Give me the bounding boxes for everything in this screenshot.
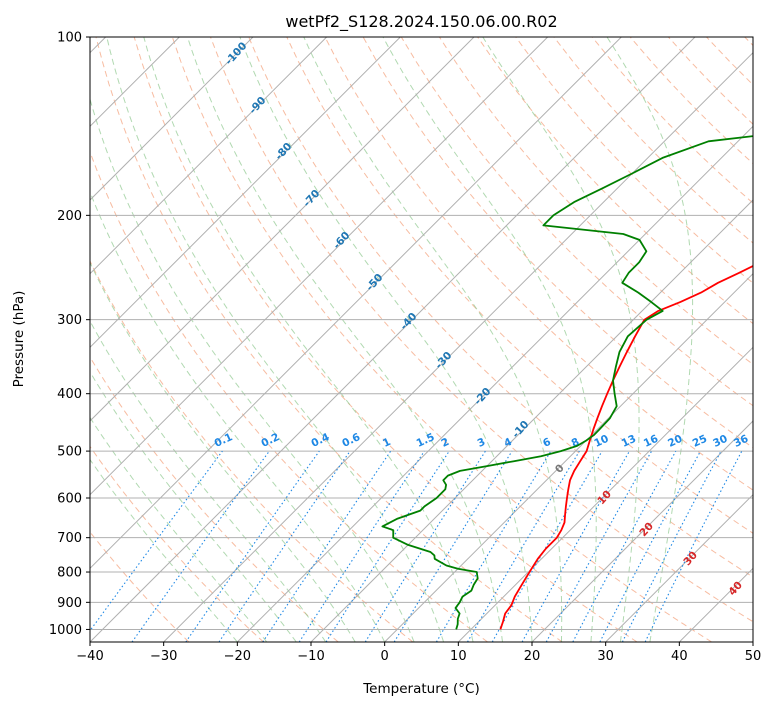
moist-adiabat bbox=[90, 416, 268, 642]
mixing-ratio-label: 10 bbox=[592, 433, 610, 450]
moist-adiabat bbox=[106, 37, 445, 642]
dry-adiabat bbox=[286, 37, 753, 534]
isotherm bbox=[90, 37, 696, 642]
mixing-ratio-label: 13 bbox=[620, 433, 638, 450]
isotherm bbox=[605, 493, 753, 642]
chart-title: wetPf2_S128.2024.150.06.00.R02 bbox=[285, 12, 557, 32]
x-tick-label: 40 bbox=[671, 649, 688, 664]
dry-adiabat bbox=[90, 356, 339, 642]
moist-adiabat bbox=[90, 370, 297, 642]
y-tick-label: 700 bbox=[57, 531, 82, 546]
moist-adiabat bbox=[606, 37, 694, 642]
moist-adiabat bbox=[90, 261, 356, 642]
y-axis-label: Pressure (hPa) bbox=[11, 291, 27, 388]
mixing-ratio-line bbox=[393, 450, 513, 642]
y-tick-label: 400 bbox=[57, 387, 82, 402]
y-tick-label: 600 bbox=[57, 492, 82, 507]
isotherm bbox=[90, 37, 328, 275]
dry-adiabat bbox=[210, 37, 753, 623]
dry-adiabat bbox=[95, 37, 563, 642]
dry-adiabat bbox=[171, 37, 712, 642]
mixing-ratio-label: 30 bbox=[711, 433, 729, 450]
x-tick-label: 0 bbox=[381, 649, 389, 664]
moist-adiabat bbox=[187, 37, 503, 642]
mixing-ratio-label: 16 bbox=[642, 433, 660, 450]
x-axis-ticks: −40 −30 −20 −10 0 10 20 30 40 50 bbox=[76, 642, 761, 664]
mixing-ratio-line bbox=[298, 450, 425, 642]
mixing-ratio-line bbox=[218, 450, 351, 642]
isotherm bbox=[384, 272, 753, 642]
isotherm bbox=[163, 51, 753, 642]
plot-frame bbox=[89, 36, 754, 643]
mixing-ratio-line bbox=[90, 450, 223, 632]
x-tick-label: 10 bbox=[450, 649, 467, 664]
moist-adiabat bbox=[90, 190, 386, 642]
dry-adiabat bbox=[133, 37, 638, 642]
isotherm bbox=[457, 346, 753, 642]
x-tick-label: 20 bbox=[524, 649, 541, 664]
y-tick-label: 200 bbox=[57, 209, 82, 224]
y-tick-label: 100 bbox=[57, 31, 82, 46]
temperature-line bbox=[499, 265, 753, 630]
moist-adiabat bbox=[90, 320, 327, 642]
moist-adiabat bbox=[239, 37, 533, 642]
profile-lines bbox=[381, 135, 753, 630]
mixing-ratio-line bbox=[262, 450, 392, 642]
dry-adiabat bbox=[515, 37, 753, 284]
mixing-ratio-label: 36 bbox=[732, 433, 750, 450]
moist-adiabat bbox=[482, 37, 640, 642]
moist-adiabat bbox=[90, 458, 238, 642]
y-tick-label: 800 bbox=[57, 566, 82, 581]
mixing-ratio-label: 1 bbox=[381, 436, 393, 450]
mixing-ratio-line bbox=[521, 450, 630, 642]
x-axis-label: Temperature (°C) bbox=[362, 681, 480, 697]
mixing-ratio-line bbox=[545, 450, 653, 642]
mixing-ratio-line bbox=[325, 450, 450, 642]
y-tick-label: 900 bbox=[57, 596, 82, 611]
mixing-ratio-label: 2 bbox=[439, 436, 451, 450]
mixing-ratio-label: 25 bbox=[691, 433, 709, 450]
y-tick-label: 1000 bbox=[49, 623, 82, 638]
background-lines bbox=[90, 37, 753, 642]
dry-adiabat bbox=[90, 259, 414, 642]
moist-adiabat bbox=[382, 37, 597, 642]
isotherm bbox=[310, 199, 753, 642]
mixing-ratio-label: 4 bbox=[502, 436, 514, 450]
x-tick-label: −20 bbox=[224, 649, 251, 664]
isotherm bbox=[90, 37, 622, 570]
mixing-ratio-label: 8 bbox=[570, 436, 582, 450]
y-tick-label: 500 bbox=[57, 445, 82, 460]
isotherm bbox=[90, 37, 549, 496]
x-tick-label: −10 bbox=[297, 649, 324, 664]
mixing-ratio-label: 20 bbox=[666, 433, 684, 450]
y-tick-label: 300 bbox=[57, 313, 82, 328]
mixing-ratio-line bbox=[131, 450, 270, 642]
isotherm bbox=[90, 37, 475, 422]
x-tick-label: −30 bbox=[150, 649, 177, 664]
moist-adiabat bbox=[143, 37, 474, 642]
isotherm bbox=[531, 420, 753, 642]
mixing-ratio-line bbox=[185, 450, 320, 642]
y-axis-ticks: 100 200 300 400 500 600 700 800 900 1000 bbox=[49, 31, 90, 638]
isotherm bbox=[90, 37, 254, 201]
isotherm bbox=[90, 37, 401, 349]
dry-adiabat bbox=[248, 37, 753, 578]
x-tick-label: 30 bbox=[597, 649, 614, 664]
mixing-ratio-line bbox=[572, 450, 677, 642]
dewpoint-line bbox=[381, 135, 753, 630]
x-tick-label: −40 bbox=[76, 649, 103, 664]
mixing-ratio-label: 3 bbox=[476, 436, 488, 450]
dry-adiabat bbox=[324, 37, 753, 491]
mixing-ratio-label: 6 bbox=[541, 436, 553, 450]
dry-adiabat bbox=[90, 445, 264, 642]
x-tick-label: 50 bbox=[745, 649, 762, 664]
moist-adiabat bbox=[303, 37, 563, 642]
mixing-ratio-line bbox=[644, 450, 743, 642]
